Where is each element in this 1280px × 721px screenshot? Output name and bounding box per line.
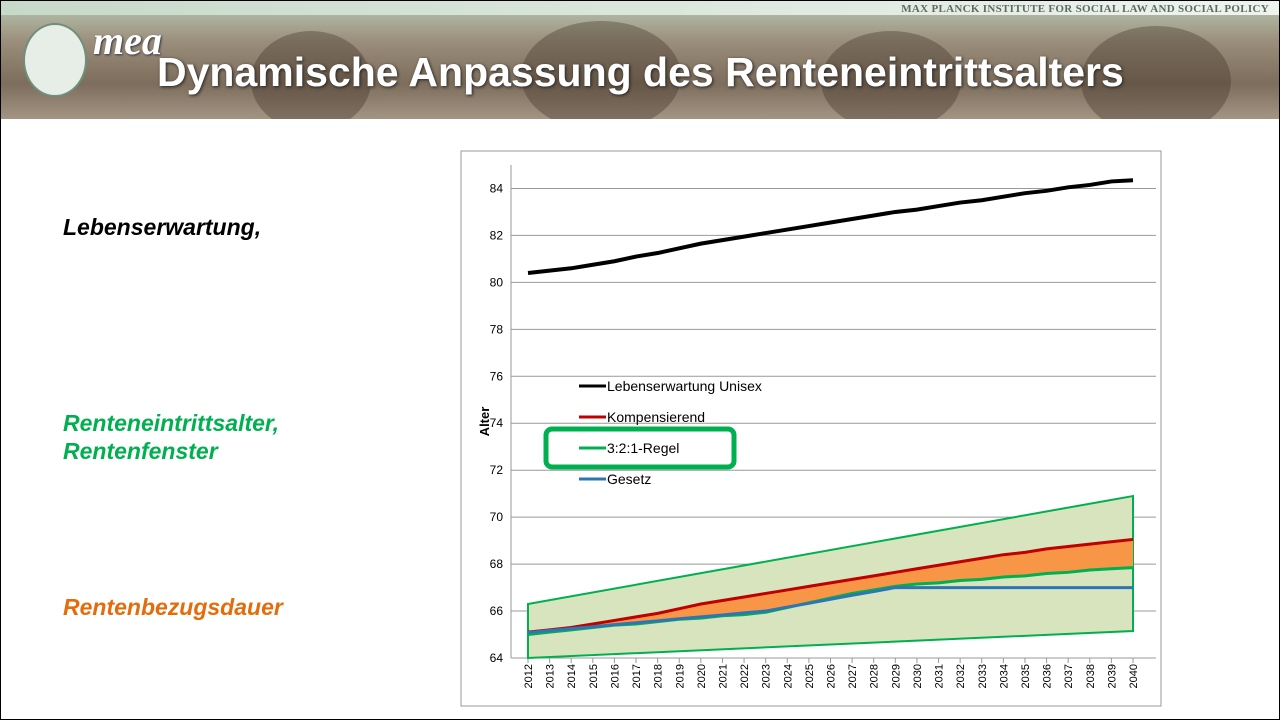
y-tick-label: 66 (490, 604, 504, 618)
x-tick-label: 2032 (955, 664, 967, 688)
y-tick-label: 68 (490, 557, 504, 571)
x-tick-label: 2024 (782, 664, 794, 688)
slide-title: Dynamische Anpassung des Renteneintritts… (157, 49, 1124, 95)
x-tick-label: 2015 (588, 664, 600, 688)
series-line (527, 537, 1134, 634)
x-tick-label: 2028 (869, 664, 881, 688)
y-tick-label: 64 (490, 651, 504, 665)
x-tick-label: 2029 (890, 664, 902, 688)
x-tick-label: 2016 (609, 664, 621, 688)
side-label: Rentenbezugsdauer (63, 594, 283, 620)
x-tick-label: 2027 (847, 664, 859, 688)
banner: MAX PLANCK INSTITUTE FOR SOCIAL LAW AND … (1, 1, 1279, 119)
x-tick-label: 2012 (523, 664, 535, 688)
y-tick-label: 70 (490, 510, 504, 524)
y-tick-label: 82 (490, 228, 504, 242)
series-line (527, 586, 1133, 635)
legend-label: 3:2:1-Regel (607, 440, 679, 456)
legend-highlight (543, 426, 737, 470)
x-tick-label: 2023 (761, 664, 773, 688)
logo-text: mea (93, 18, 162, 63)
x-tick-label: 2014 (566, 664, 578, 688)
y-tick-label: 84 (490, 181, 504, 195)
y-tick-label: 74 (490, 416, 504, 430)
x-tick-label: 2021 (717, 664, 729, 688)
series-line (527, 178, 1134, 275)
x-tick-label: 2033 (977, 664, 989, 688)
x-tick-label: 2040 (1128, 664, 1140, 688)
y-axis-label: Alter (477, 407, 492, 437)
x-tick-label: 2035 (1020, 664, 1032, 688)
legend-label: Kompensierend (607, 409, 705, 425)
y-tick-label: 72 (490, 463, 504, 477)
x-tick-label: 2017 (631, 664, 643, 688)
legend-label: Lebenserwartung Unisex (607, 378, 762, 394)
x-tick-label: 2037 (1063, 664, 1075, 688)
legend-label: Gesetz (607, 471, 651, 487)
x-tick-label: 2020 (696, 664, 708, 688)
x-tick-label: 2030 (912, 664, 924, 688)
y-tick-label: 78 (490, 322, 504, 336)
x-tick-label: 2036 (1042, 664, 1054, 688)
x-tick-label: 2022 (739, 664, 751, 688)
x-tick-label: 2026 (826, 664, 838, 688)
side-label: Renteneintrittsalter, Rentenfenster (63, 410, 279, 464)
x-tick-label: 2039 (1106, 664, 1118, 688)
institute-name: MAX PLANCK INSTITUTE FOR SOCIAL LAW AND … (901, 3, 1269, 15)
logo-emblem (23, 23, 87, 97)
y-tick-label: 80 (490, 275, 504, 289)
y-tick-label: 76 (490, 369, 504, 383)
x-tick-label: 2031 (934, 664, 946, 688)
x-tick-label: 2018 (653, 664, 665, 688)
x-tick-label: 2034 (998, 664, 1010, 688)
x-tick-label: 2038 (1085, 664, 1097, 688)
x-tick-label: 2025 (804, 664, 816, 688)
x-tick-label: 2013 (545, 664, 557, 688)
side-label: Lebenserwartung, (63, 214, 262, 240)
x-tick-label: 2019 (674, 664, 686, 688)
band-fill (528, 539, 1133, 635)
